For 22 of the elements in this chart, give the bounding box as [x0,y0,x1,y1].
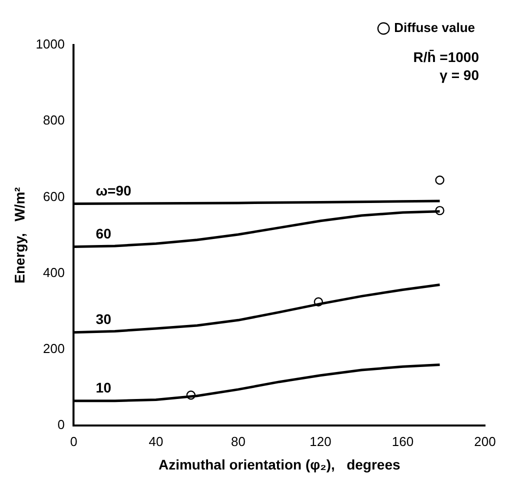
y-tick-label: 200 [43,341,65,356]
x-tick-label: 200 [474,434,496,449]
point [435,176,444,185]
x-tick-label: 0 [70,434,78,449]
y-tick-label: 600 [43,188,65,204]
series-label: ω=90 [96,182,132,199]
y-tick-label: 0 [57,417,65,432]
y-tick-label: 800 [43,112,65,128]
y-tick-label: 1000 [36,36,65,52]
series-label: 60 [96,226,112,242]
x-tick-label: 160 [392,434,414,449]
x-axis-title: Azimuthal orientation (φ₂), degrees [158,456,400,472]
x-tick-label: 80 [231,434,246,449]
annotation: γ = 90 [440,66,480,83]
y-axis-title: Energy, W/m² [11,186,28,284]
annotation: R/h̄ =1000 [413,48,480,65]
y-tick-label: 400 [43,264,65,280]
legend-label: Diffuse value [394,20,476,36]
x-tick-label: 120 [310,434,332,449]
series-label: 10 [96,380,112,396]
x-tick-label: 40 [148,434,164,449]
series-label: 30 [96,311,112,328]
